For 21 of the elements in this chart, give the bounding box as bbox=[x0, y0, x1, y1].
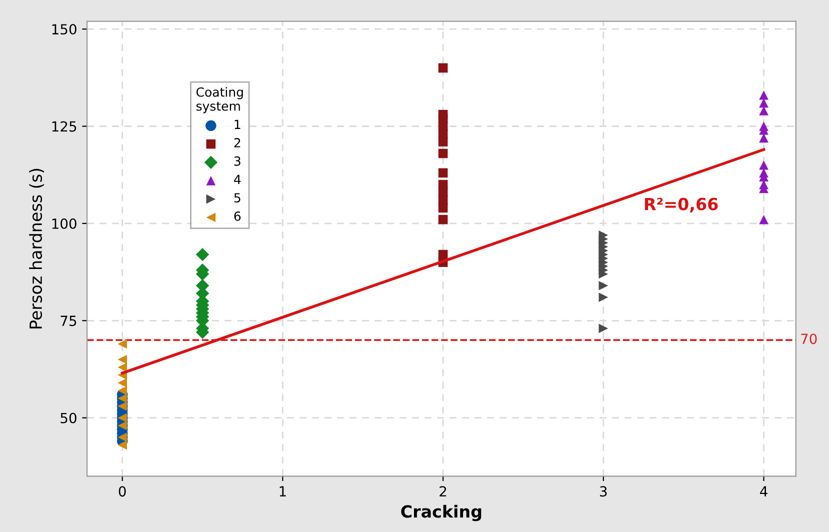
annotation: R²=0,66 bbox=[644, 198, 718, 212]
x-tick-label: 0 bbox=[118, 486, 126, 497]
x-axis-title: Cracking bbox=[401, 504, 482, 522]
y-tick-label: 50 bbox=[60, 412, 76, 424]
x-tick-label: 1 bbox=[280, 486, 286, 496]
legend-label: 1 bbox=[234, 120, 240, 129]
legend-label: 6 bbox=[234, 211, 241, 221]
ref-line-label: 70 bbox=[801, 334, 817, 344]
y-tick-label: 100 bbox=[52, 218, 76, 229]
x-tick-label: 3 bbox=[600, 486, 607, 497]
y-axis-title: Persoz hardness (s) bbox=[29, 168, 44, 328]
legend-label: 4 bbox=[234, 174, 241, 184]
y-tick-label: 125 bbox=[52, 121, 76, 132]
y-tick-label: 150 bbox=[52, 24, 76, 35]
legend-label: 3 bbox=[234, 156, 240, 166]
y-tick-label: 75 bbox=[60, 316, 76, 326]
x-tick-label: 2 bbox=[440, 486, 446, 496]
legend-label: 2 bbox=[234, 138, 240, 148]
x-tick-label: 4 bbox=[760, 486, 768, 496]
legend-title: Coating system bbox=[196, 87, 243, 114]
legend-label: 5 bbox=[234, 193, 240, 203]
